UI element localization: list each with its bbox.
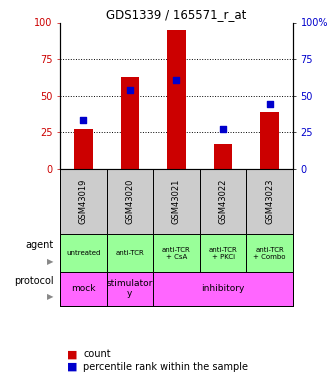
Bar [107, 234, 153, 272]
Point [174, 76, 179, 82]
Text: anti-TCR: anti-TCR [116, 250, 144, 256]
Bar [107, 272, 153, 306]
Bar [260, 112, 279, 169]
Bar [74, 129, 93, 169]
Text: anti-TCR
+ PKCi: anti-TCR + PKCi [209, 247, 237, 259]
Text: GSM43022: GSM43022 [218, 179, 228, 224]
Text: count: count [83, 350, 111, 359]
Title: GDS1339 / 165571_r_at: GDS1339 / 165571_r_at [106, 8, 247, 21]
Bar [121, 76, 139, 169]
Text: inhibitory: inhibitory [201, 284, 245, 293]
Bar [153, 169, 200, 234]
Bar [60, 234, 107, 272]
Point [220, 126, 226, 132]
Text: agent: agent [25, 240, 53, 250]
Text: protocol: protocol [14, 276, 53, 286]
Bar [167, 30, 186, 169]
Text: percentile rank within the sample: percentile rank within the sample [83, 362, 248, 372]
Text: GSM43020: GSM43020 [125, 179, 135, 224]
Text: ▶: ▶ [47, 292, 53, 301]
Point [81, 117, 86, 123]
Bar [60, 272, 107, 306]
Text: GSM43023: GSM43023 [265, 179, 274, 224]
Bar [60, 169, 107, 234]
Bar [107, 169, 153, 234]
Text: anti-TCR
+ Combo: anti-TCR + Combo [253, 247, 286, 259]
Point [127, 87, 133, 93]
Point [267, 101, 272, 107]
Bar [214, 144, 232, 169]
Text: anti-TCR
+ CsA: anti-TCR + CsA [162, 247, 191, 259]
Text: untreated: untreated [66, 250, 101, 256]
Text: GSM43019: GSM43019 [79, 179, 88, 224]
Bar [200, 169, 246, 234]
Bar [246, 169, 293, 234]
Text: ■: ■ [67, 350, 77, 359]
Bar [153, 272, 293, 306]
Text: GSM43021: GSM43021 [172, 179, 181, 224]
Text: mock: mock [71, 284, 96, 293]
Bar [246, 234, 293, 272]
Text: ■: ■ [67, 362, 77, 372]
Text: ▶: ▶ [47, 257, 53, 266]
Text: stimulator
y: stimulator y [107, 279, 153, 298]
Bar [200, 234, 246, 272]
Bar [153, 234, 200, 272]
